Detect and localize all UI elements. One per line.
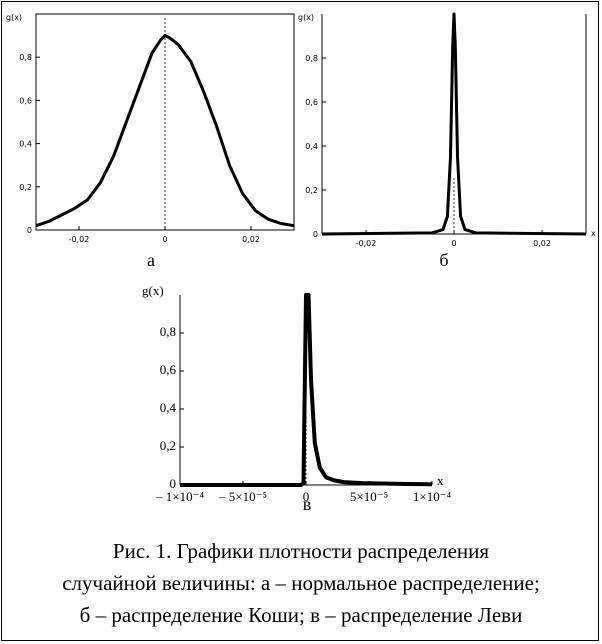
panel-label: б bbox=[439, 250, 448, 270]
y-tick-label-zero: 0 bbox=[170, 476, 177, 491]
chart-levy: 0,20,40,60,80– 1×10⁻⁴ – 5×10⁻⁵ 0 5×10⁻⁵ 1×10… bbox=[142, 283, 452, 514]
x-tick-label: 0,02 bbox=[242, 235, 260, 244]
x-tick-label: 5×10⁻⁵ bbox=[350, 489, 388, 504]
y-tick-label: 0,2 bbox=[19, 183, 32, 192]
y-axis-label: g(x) bbox=[142, 283, 164, 298]
caption-line-1: Рис. 1. Графики плотности распределения bbox=[112, 539, 490, 563]
density-curve bbox=[35, 34, 295, 228]
x-tick-label: 0 bbox=[162, 235, 167, 244]
y-axis-label: g(x) bbox=[6, 13, 22, 22]
x-tick-label: – 1×10⁻⁴ bbox=[155, 489, 204, 504]
y-tick-label: 0,8 bbox=[19, 53, 32, 62]
y-tick-label: 0,4 bbox=[305, 142, 318, 151]
y-tick-label: 0,2 bbox=[305, 186, 318, 195]
panel-label: а bbox=[147, 250, 155, 270]
chart-normal: 0,2 0,4 0,6 0,8 0 -0,02 0 0,02 g(x) а bbox=[6, 13, 295, 270]
x-tick-label: -0,02 bbox=[356, 239, 377, 248]
y-tick-label: 0,6 bbox=[19, 96, 32, 105]
x-axis-label: x bbox=[437, 473, 444, 488]
x-tick-label: 0,02 bbox=[533, 239, 551, 248]
x-tick-label: 1×10⁻⁴ bbox=[413, 489, 452, 504]
panel-label: в bbox=[303, 494, 312, 514]
x-tick-label: 0 bbox=[451, 239, 456, 248]
x-tick-label: 0 bbox=[303, 489, 310, 504]
chart-cauchy: 0,2 0,4 0,6 0,8 0 -0,02 0 0,02 g(x) x б bbox=[298, 12, 596, 270]
density-curve bbox=[321, 12, 587, 236]
y-tick-label: 0,2 bbox=[160, 438, 176, 453]
x-tick-label: – 5×10⁻⁵ bbox=[218, 489, 267, 504]
y-tick-label: 0,6 bbox=[305, 98, 318, 107]
density-curve bbox=[180, 293, 433, 487]
y-tick-label: 0,4 bbox=[160, 400, 177, 415]
caption-line-3: б – распределение Коши; в – распределени… bbox=[79, 603, 523, 627]
y-tick-label-zero: 0 bbox=[313, 230, 318, 239]
x-axis-label: x bbox=[591, 229, 596, 238]
y-tick-label: 0,6 bbox=[160, 362, 177, 377]
y-tick-label: 0,8 bbox=[160, 324, 176, 339]
y-tick-label: 0,8 bbox=[305, 54, 318, 63]
y-tick-label: 0,4 bbox=[19, 140, 32, 149]
y-axis-label: g(x) bbox=[298, 13, 314, 22]
caption-line-2: случайной величины: а – нормальное распр… bbox=[62, 571, 540, 595]
figure-caption: Рис. 1. Графики плотности распределения … bbox=[0, 535, 602, 631]
x-tick-label: -0,02 bbox=[69, 235, 90, 244]
y-tick-label-zero: 0 bbox=[27, 226, 32, 235]
